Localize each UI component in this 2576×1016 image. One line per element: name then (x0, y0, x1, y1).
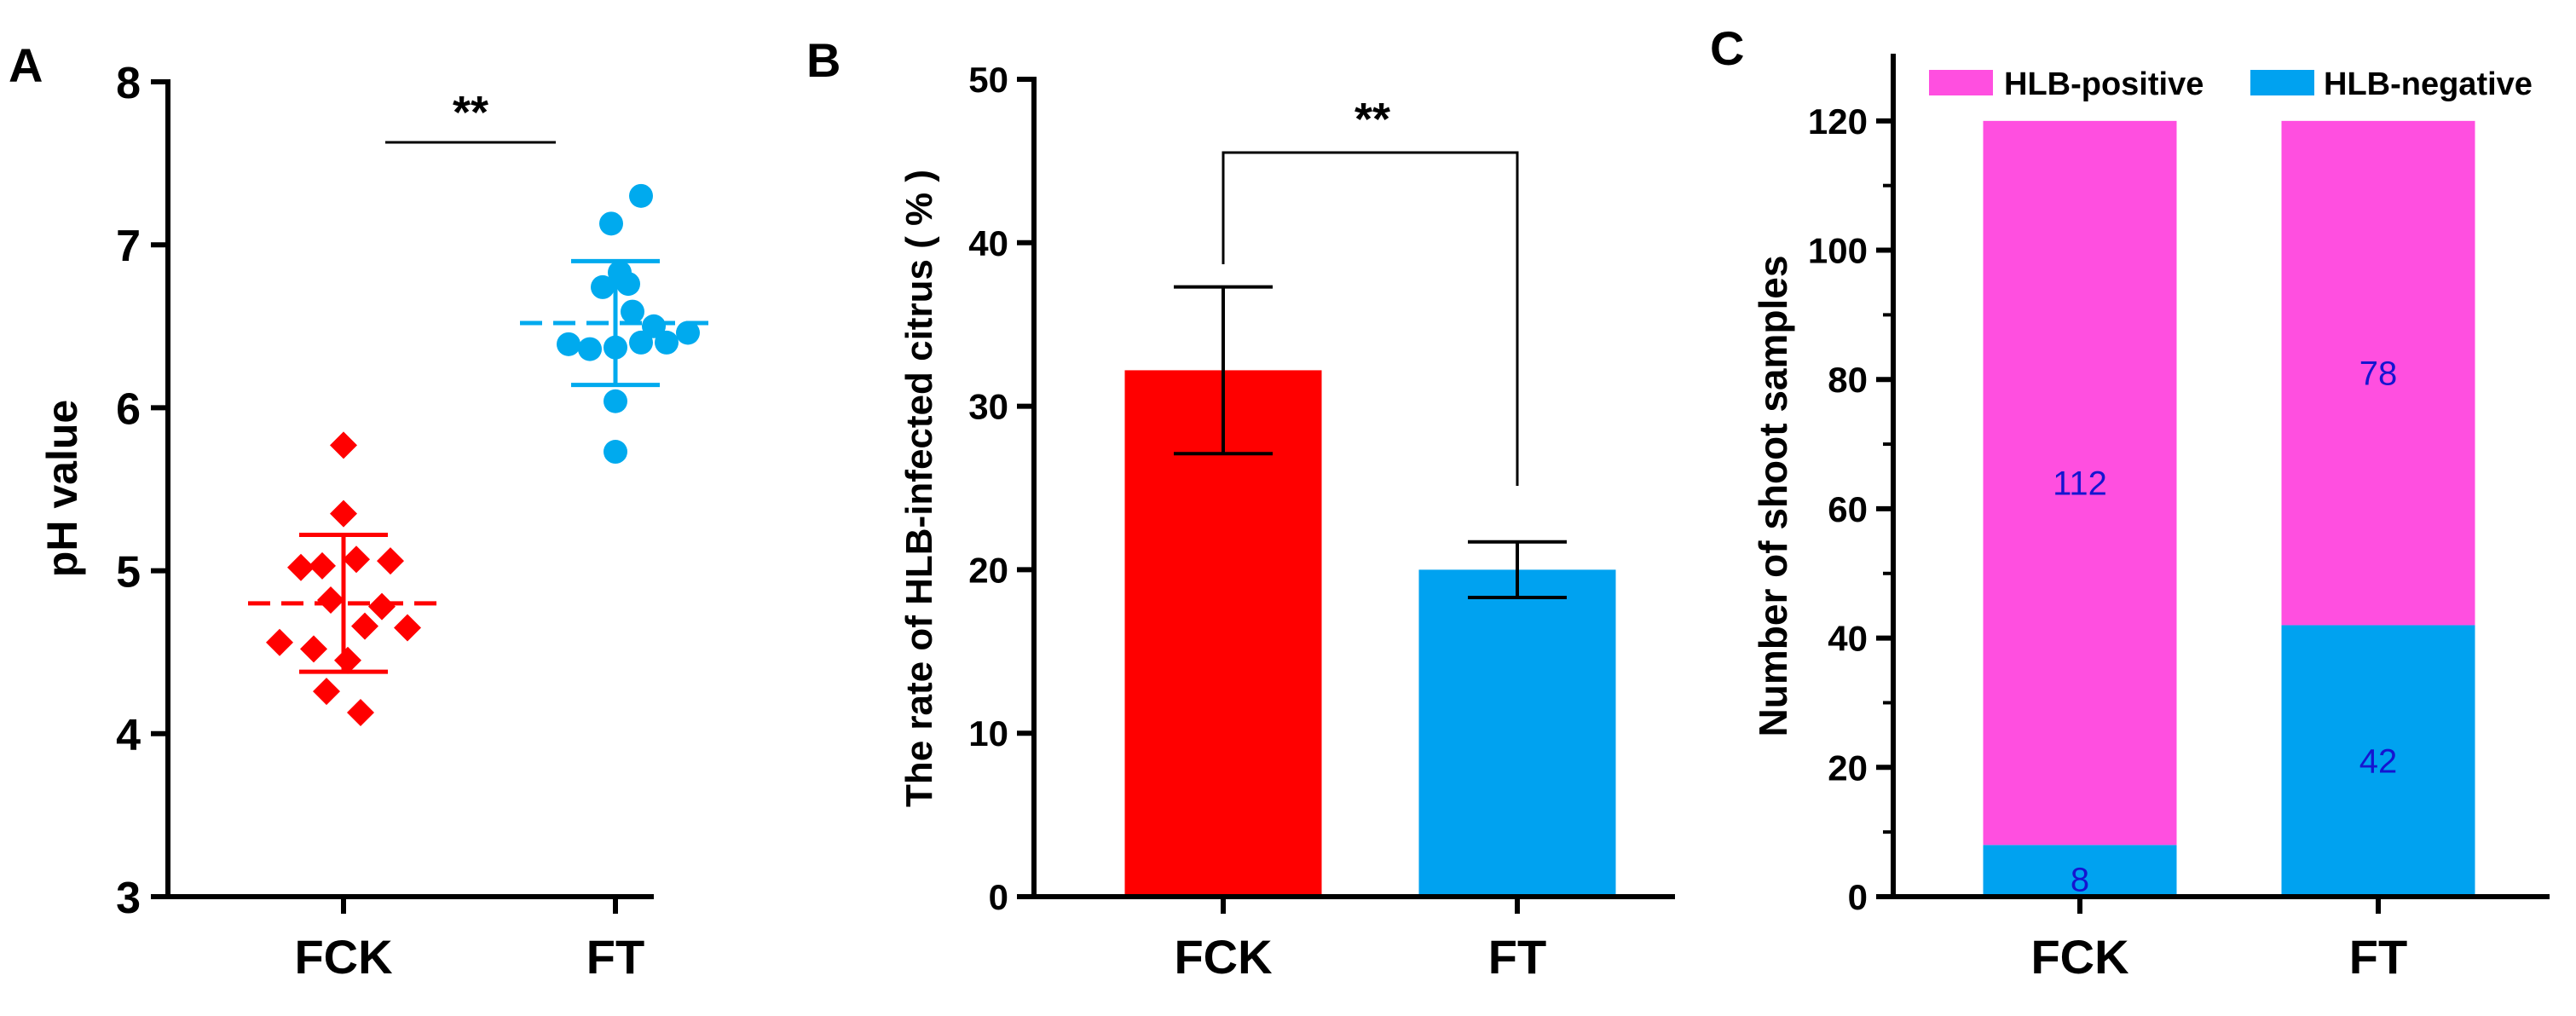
significance-a: ** (385, 87, 556, 144)
data-point-fck (368, 592, 396, 621)
error-bars-b (1174, 285, 1567, 600)
data-point-ft (604, 440, 627, 465)
bar-value-label-hlb-negative-ft: 42 (2359, 743, 2398, 781)
x-category-label-a: FCK (294, 930, 392, 984)
panel-letter-b: B (806, 33, 840, 87)
data-point-ft (557, 332, 580, 356)
data-point-fck (394, 614, 421, 642)
mean-sd-lines-a (248, 258, 711, 674)
y-tick-label-c: 60 (1828, 489, 1868, 529)
data-point-ft (604, 389, 627, 413)
panel-letter-c: C (1710, 21, 1744, 75)
data-point-ft (629, 330, 653, 355)
legend-c: HLB-positive HLB-negative (1929, 66, 2533, 102)
data-point-ft (599, 211, 623, 236)
axes-b (1031, 77, 1675, 899)
bar-segment-hlb-positive-fck (1983, 120, 2177, 846)
y-tick-label-c: 40 (1828, 619, 1868, 659)
y-tick-label-c: 80 (1828, 360, 1868, 400)
data-point-ft (642, 314, 666, 338)
y-tick-label-c: 20 (1828, 748, 1868, 788)
data-point-fck (377, 547, 404, 575)
data-points-a (266, 183, 700, 726)
stacked-bars-c: 8 42 112 78 (1983, 120, 2475, 899)
x-category-label-a: FT (586, 930, 644, 984)
y-tick-label-a: 5 (116, 548, 141, 597)
axes-a (165, 79, 654, 899)
x-categories-c: FCK FT (2030, 897, 2407, 984)
bars-b (1124, 370, 1616, 897)
panel-letter-a: A (9, 38, 43, 92)
data-point-fck (351, 612, 378, 640)
x-category-label-b: FCK (1174, 930, 1272, 984)
y-tick-label-a: 3 (116, 874, 141, 923)
data-point-ft (604, 335, 627, 360)
y-axis-title-b: The rate of HLB-infected citrus ( % ) (898, 170, 940, 807)
significance-b: ** (1222, 94, 1519, 486)
data-point-ft (578, 337, 602, 361)
data-point-fck (266, 628, 293, 656)
significance-label-b: ** (1354, 94, 1390, 145)
y-tick-label-b: 0 (989, 877, 1008, 917)
y-ticks-c: 0 20 40 60 80 100 120 (1808, 101, 1893, 917)
x-categories-b: FCK FT (1174, 897, 1546, 984)
x-category-label-b: FT (1488, 930, 1546, 984)
y-axis-title-c: Number of shoot samples (1751, 256, 1795, 737)
data-point-fck (300, 635, 327, 663)
data-point-fck (287, 553, 315, 581)
data-point-fck (343, 546, 370, 574)
legend-label-hlb-negative: HLB-negative (2324, 66, 2533, 102)
data-point-ft (676, 320, 700, 345)
y-ticks-b: 0 10 20 30 40 50 (968, 60, 1034, 917)
y-ticks-a: 3 4 5 6 7 8 (116, 59, 168, 923)
bar-value-label-hlb-negative-fck: 8 (2071, 862, 2089, 899)
data-point-fck (347, 698, 374, 726)
y-tick-label-a: 4 (116, 711, 141, 760)
significance-bracket-b (1222, 151, 1519, 486)
x-category-label-c: FCK (2030, 930, 2128, 984)
axes-c (1891, 54, 2550, 899)
bar-segment-hlb-negative-fck (1983, 845, 2177, 897)
data-point-fck (309, 551, 336, 580)
legend-swatch-hlb-negative (2250, 70, 2314, 95)
bar-segment-hlb-positive-ft (2281, 120, 2475, 626)
y-tick-label-c: 120 (1808, 101, 1868, 141)
data-point-ft (655, 330, 679, 355)
y-tick-label-c: 0 (1848, 877, 1868, 917)
bar-value-label-hlb-positive-fck: 112 (2053, 465, 2107, 503)
panel-a: A pH value 3 4 5 6 7 8 FCK FT ** (9, 38, 711, 984)
y-tick-label-b: 50 (968, 60, 1008, 100)
x-categories-a: FCK FT (294, 897, 644, 984)
data-point-ft (621, 299, 644, 324)
bar-segment-hlb-negative-ft (2281, 625, 2475, 897)
panel-c: C Number of shoot samples 8 42 112 78 0 20 40… (1710, 21, 2550, 984)
y-tick-label-a: 6 (116, 384, 141, 434)
significance-label-a: ** (453, 87, 488, 138)
y-tick-label-b: 20 (968, 550, 1008, 590)
legend-swatch-hlb-positive (1929, 70, 1993, 95)
data-point-ft (616, 272, 640, 297)
data-point-fck (313, 678, 340, 706)
bar-ft (1418, 569, 1616, 897)
data-point-fck (334, 646, 361, 674)
data-point-fck (330, 431, 357, 459)
legend-label-hlb-positive: HLB-positive (2004, 66, 2203, 102)
panel-b: B The rate of HLB-infected citrus ( % ) … (806, 33, 1675, 984)
y-tick-label-b: 30 (968, 387, 1008, 427)
y-tick-label-a: 8 (116, 59, 141, 108)
y-axis-title-a: pH value (38, 400, 86, 577)
bar-value-label-hlb-positive-ft: 78 (2359, 355, 2398, 393)
data-point-fck (330, 499, 357, 528)
bar-fck (1124, 370, 1322, 897)
data-point-ft (591, 274, 615, 299)
x-category-label-c: FT (2349, 930, 2407, 984)
data-point-ft (629, 183, 653, 208)
data-point-fck (317, 586, 344, 615)
y-tick-label-b: 40 (968, 223, 1008, 263)
y-tick-label-c: 100 (1808, 231, 1868, 271)
y-tick-label-b: 10 (968, 713, 1008, 753)
y-tick-label-a: 7 (116, 222, 141, 271)
